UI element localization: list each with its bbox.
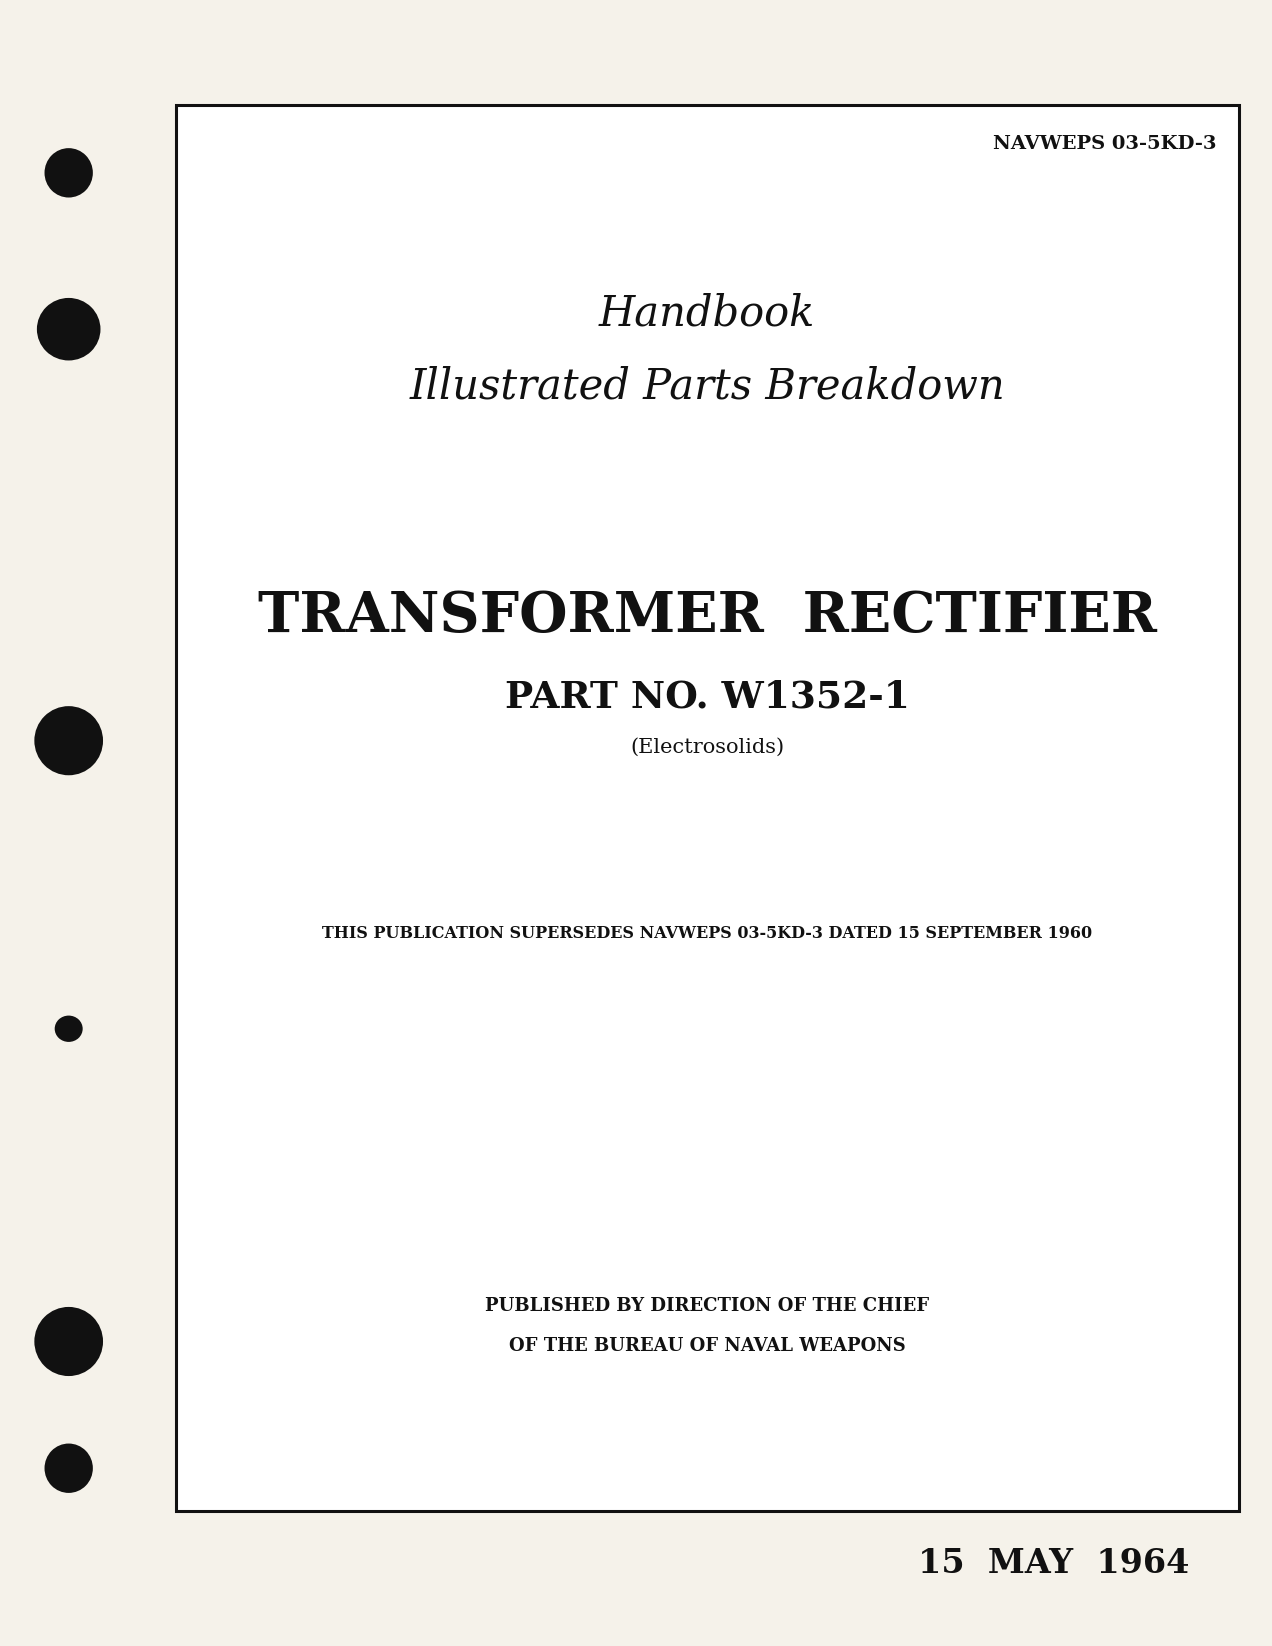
Ellipse shape bbox=[34, 1307, 103, 1376]
Ellipse shape bbox=[45, 1444, 93, 1493]
Text: PART NO. W1352-1: PART NO. W1352-1 bbox=[505, 678, 909, 714]
Bar bbox=[176, 105, 1239, 1511]
Ellipse shape bbox=[55, 1016, 83, 1042]
Ellipse shape bbox=[45, 148, 93, 198]
Text: PUBLISHED BY DIRECTION OF THE CHIEF: PUBLISHED BY DIRECTION OF THE CHIEF bbox=[485, 1297, 930, 1315]
Text: NAVWEPS 03-5KD-3: NAVWEPS 03-5KD-3 bbox=[992, 135, 1216, 153]
Text: TRANSFORMER  RECTIFIER: TRANSFORMER RECTIFIER bbox=[258, 589, 1156, 644]
Text: (Electrosolids): (Electrosolids) bbox=[630, 737, 785, 757]
Text: OF THE BUREAU OF NAVAL WEAPONS: OF THE BUREAU OF NAVAL WEAPONS bbox=[509, 1337, 906, 1355]
Text: Handbook: Handbook bbox=[599, 293, 815, 336]
Text: 15  MAY  1964: 15 MAY 1964 bbox=[918, 1547, 1189, 1580]
Text: Illustrated Parts Breakdown: Illustrated Parts Breakdown bbox=[410, 365, 1005, 408]
Ellipse shape bbox=[34, 706, 103, 775]
Text: THIS PUBLICATION SUPERSEDES NAVWEPS 03-5KD-3 DATED 15 SEPTEMBER 1960: THIS PUBLICATION SUPERSEDES NAVWEPS 03-5… bbox=[322, 925, 1093, 942]
Ellipse shape bbox=[37, 298, 100, 360]
